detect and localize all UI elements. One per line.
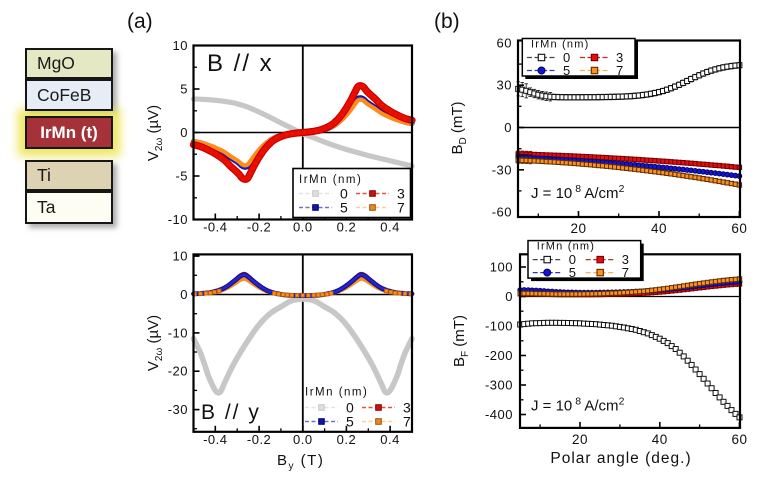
svg-text:60: 60 bbox=[731, 221, 747, 236]
svg-text:-200: -200 bbox=[485, 348, 513, 363]
svg-text:-300: -300 bbox=[485, 378, 513, 393]
svg-text:60: 60 bbox=[497, 35, 512, 50]
svg-text:-60: -60 bbox=[492, 205, 512, 220]
svg-text:7: 7 bbox=[622, 265, 629, 280]
svg-text:-5: -5 bbox=[175, 169, 188, 184]
svg-text:40: 40 bbox=[652, 432, 668, 447]
svg-text:-30: -30 bbox=[492, 162, 512, 177]
svg-text:3: 3 bbox=[622, 252, 629, 267]
svg-text:-400: -400 bbox=[485, 407, 513, 422]
svg-text:5: 5 bbox=[563, 63, 570, 78]
svg-text:Polar angle (deg.): Polar angle (deg.) bbox=[550, 450, 691, 467]
svg-text:0: 0 bbox=[346, 400, 354, 416]
svg-text:100: 100 bbox=[490, 260, 513, 275]
svg-text:0.2: 0.2 bbox=[337, 220, 357, 235]
svg-text:0: 0 bbox=[563, 50, 570, 65]
svg-text:IrMn (nm): IrMn (nm) bbox=[537, 241, 595, 253]
svg-text:BF (mT): BF (mT) bbox=[451, 315, 471, 367]
svg-text:V2ω (µV): V2ω (µV) bbox=[145, 105, 165, 161]
svg-text:-20: -20 bbox=[168, 364, 188, 379]
svg-text:5: 5 bbox=[340, 200, 348, 216]
svg-text:5: 5 bbox=[180, 82, 188, 97]
svg-text:7: 7 bbox=[616, 63, 623, 78]
svg-text:3: 3 bbox=[397, 186, 405, 202]
svg-text:0: 0 bbox=[504, 120, 512, 135]
svg-text:7: 7 bbox=[403, 414, 411, 430]
svg-text:-30: -30 bbox=[168, 402, 188, 417]
svg-text:10: 10 bbox=[173, 249, 188, 264]
svg-text:20: 20 bbox=[572, 432, 588, 447]
svg-text:-0.4: -0.4 bbox=[203, 432, 227, 447]
svg-text:-0.4: -0.4 bbox=[203, 220, 227, 235]
svg-text:0: 0 bbox=[180, 287, 188, 302]
svg-text:5: 5 bbox=[346, 414, 354, 430]
svg-text:10: 10 bbox=[173, 38, 188, 53]
svg-text:B // y: B // y bbox=[201, 401, 261, 424]
svg-text:30: 30 bbox=[497, 78, 512, 93]
svg-text:-10: -10 bbox=[168, 212, 188, 227]
svg-text:V2ω (µV): V2ω (µV) bbox=[145, 315, 165, 371]
svg-text:BD (mT): BD (mT) bbox=[449, 101, 469, 154]
svg-text:3: 3 bbox=[403, 400, 411, 416]
svg-text:IrMn (nm): IrMn (nm) bbox=[305, 387, 368, 399]
svg-text:J = 10 8 A/cm2: J = 10 8 A/cm2 bbox=[531, 396, 625, 415]
svg-text:B // x: B // x bbox=[207, 50, 274, 77]
svg-text:By (T): By (T) bbox=[277, 452, 324, 472]
svg-text:0: 0 bbox=[569, 252, 576, 267]
svg-text:0.0: 0.0 bbox=[293, 432, 313, 447]
svg-text:0.4: 0.4 bbox=[380, 220, 400, 235]
svg-text:0.0: 0.0 bbox=[293, 220, 313, 235]
svg-text:J = 10 8 A/cm2: J = 10 8 A/cm2 bbox=[531, 183, 625, 202]
svg-text:40: 40 bbox=[651, 221, 667, 236]
svg-text:0.4: 0.4 bbox=[380, 432, 400, 447]
svg-text:IrMn (nm): IrMn (nm) bbox=[299, 174, 362, 186]
svg-text:0: 0 bbox=[180, 125, 188, 140]
svg-text:-0.2: -0.2 bbox=[247, 220, 271, 235]
svg-text:-10: -10 bbox=[168, 325, 188, 340]
svg-text:-100: -100 bbox=[485, 319, 513, 334]
svg-text:60: 60 bbox=[731, 432, 747, 447]
svg-text:7: 7 bbox=[397, 200, 405, 216]
svg-text:5: 5 bbox=[569, 265, 576, 280]
svg-text:0: 0 bbox=[340, 186, 348, 202]
svg-text:0.2: 0.2 bbox=[337, 432, 357, 447]
svg-text:3: 3 bbox=[616, 50, 623, 65]
svg-text:IrMn (nm): IrMn (nm) bbox=[531, 39, 589, 51]
svg-text:0: 0 bbox=[505, 289, 513, 304]
svg-text:20: 20 bbox=[570, 221, 586, 236]
svg-text:-0.2: -0.2 bbox=[247, 432, 271, 447]
